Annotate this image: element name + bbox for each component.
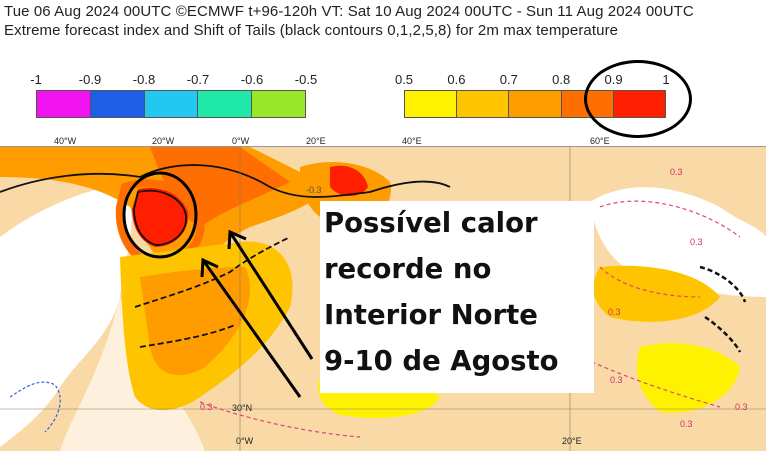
arrow-lower <box>200 257 302 398</box>
coastline-west <box>9 381 61 433</box>
annotation-line: recorde no <box>324 253 492 285</box>
south-east-yellow <box>636 343 740 413</box>
efi-map: 0.3 0.3 0.3 0.3 0.3 0.3 -0.3 0.3 30°N Po… <box>0 146 766 451</box>
sot-contour-east-2 <box>704 315 742 353</box>
header-line-2: Extreme forecast index and Shift of Tail… <box>4 22 619 39</box>
header-line-1: Tue 06 Aug 2024 00UTC ©ECMWF t+96-120h V… <box>4 3 694 20</box>
legend-swatch <box>144 91 199 117</box>
annotation-line: Possível calor <box>324 207 538 239</box>
contour-label: 0.3 <box>608 307 621 317</box>
annotation-line: Interior Norte <box>324 299 538 331</box>
arrow-upper <box>227 229 314 360</box>
iberia-highlight-circle <box>122 171 198 259</box>
sot-contour-iberia <box>133 189 187 246</box>
efi-contour-pink-2 <box>599 266 701 298</box>
legend-swatch <box>405 91 458 117</box>
legend-swatch <box>90 91 145 117</box>
annotation-box: Possível calor recorde no Interior Norte… <box>320 201 594 393</box>
legend-tick: 0.8 <box>552 72 571 87</box>
longitude-label: 40°E <box>402 136 422 146</box>
longitude-label: 60°E <box>590 136 610 146</box>
contour-label: 0.3 <box>200 402 213 412</box>
legend-swatch <box>509 91 562 117</box>
legend-tick: 0.7 <box>499 72 518 87</box>
annotation-line: 9-10 de Agosto <box>324 345 559 377</box>
sot-contour-north <box>0 164 451 198</box>
contour-label: -0.3 <box>306 185 322 195</box>
longitude-label: 0°W <box>232 136 250 146</box>
efi-contour-pink-1 <box>599 200 741 238</box>
sot-contour-south <box>134 236 291 308</box>
longitude-label: 20°E <box>306 136 326 146</box>
legend-tick: -0.6 <box>240 72 264 87</box>
legend-tick: 0.6 <box>447 72 466 87</box>
legend-tick: -0.5 <box>294 72 318 87</box>
contour-label: 0.3 <box>735 402 748 412</box>
map-graphic <box>0 147 766 451</box>
legend-swatch <box>252 91 305 117</box>
legend-tick: -1 <box>30 72 42 87</box>
contour-label: 0.3 <box>690 237 703 247</box>
longitude-label: 20°W <box>152 136 175 146</box>
legend-swatch <box>198 91 253 117</box>
contour-label: 0.3 <box>680 419 693 429</box>
legend-tick: -0.7 <box>186 72 210 87</box>
legend-negative-bar <box>36 90 306 118</box>
sot-contour-africa <box>139 324 236 348</box>
contour-label: 0.3 <box>610 375 623 385</box>
legend-swatch <box>37 91 91 117</box>
legend-negative: -1 -0.9 -0.8 -0.7 -0.6 -0.5 <box>30 72 317 122</box>
legend-tick: -0.9 <box>78 72 102 87</box>
efi-contour-pink-4 <box>199 401 361 438</box>
legend-highlight-circle <box>584 60 692 138</box>
hot-band-south-inner <box>140 267 251 376</box>
legend-swatch <box>457 91 510 117</box>
iberia-hotspot <box>132 187 189 247</box>
longitude-label: 20°E <box>562 436 582 446</box>
ocean-area <box>0 185 132 447</box>
legend-tick: 0.5 <box>394 72 414 87</box>
latitude-label: 30°N <box>232 403 253 413</box>
legend-tick: -0.8 <box>132 72 156 87</box>
contour-label: 0.3 <box>670 167 683 177</box>
longitude-label: 40°W <box>54 136 77 146</box>
central-red-patch <box>330 165 368 196</box>
legend-negative-ticks: -1 -0.9 -0.8 -0.7 -0.6 -0.5 <box>30 72 317 90</box>
east-yellow-patch <box>593 265 720 322</box>
longitude-label: 0°W <box>236 436 254 446</box>
